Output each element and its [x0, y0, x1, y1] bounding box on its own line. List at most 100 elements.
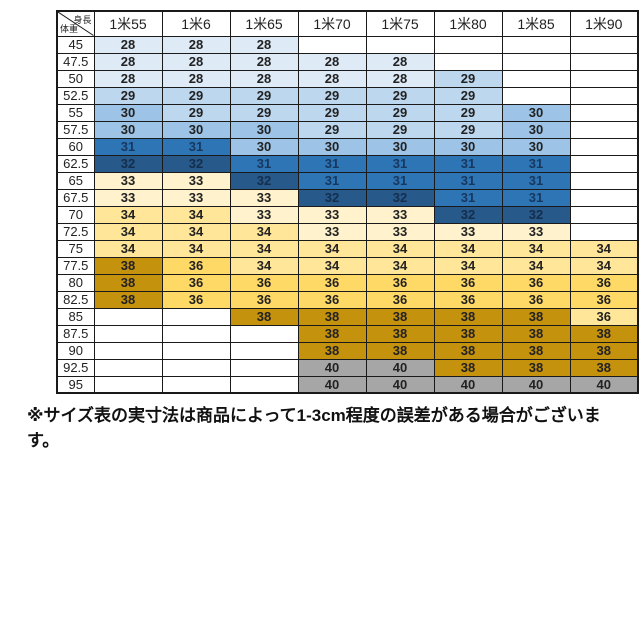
- size-cell: [433, 52, 503, 71]
- weight-row-header: 62.5: [56, 154, 95, 173]
- size-disclaimer-note: ※サイズ表の実寸法は商品によって1-3cm程度の誤差がある場合がございます。: [27, 406, 601, 450]
- size-cell: 28: [229, 52, 299, 71]
- weight-row-header: 80: [56, 273, 95, 292]
- size-cell: [569, 154, 639, 173]
- size-cell: [501, 69, 571, 88]
- size-cell: 32: [93, 154, 163, 173]
- size-cell: [93, 341, 163, 360]
- height-column-header: 1米70: [297, 10, 367, 37]
- weight-row-header: 85: [56, 307, 95, 326]
- size-cell: 31: [365, 171, 435, 190]
- size-cell: 31: [501, 154, 571, 173]
- size-cell: 32: [161, 154, 231, 173]
- size-cell: 30: [297, 137, 367, 156]
- size-cell: [569, 171, 639, 190]
- size-cell: 28: [93, 69, 163, 88]
- size-cell: 33: [297, 205, 367, 224]
- size-cell: [93, 375, 163, 394]
- size-cell: 40: [297, 375, 367, 394]
- size-cell: 38: [501, 307, 571, 326]
- table-row: 80 38 36 36 36 36 36 36 36: [56, 273, 639, 292]
- size-cell: 31: [433, 154, 503, 173]
- table-row: 72.5 34 34 34 33 33 33 33: [56, 222, 639, 241]
- size-cell: 34: [161, 205, 231, 224]
- size-cell: 31: [501, 171, 571, 190]
- size-cell: 36: [229, 290, 299, 309]
- size-cell: 29: [229, 86, 299, 105]
- weight-row-header: 52.5: [56, 86, 95, 105]
- height-column-header: 1米55: [93, 10, 163, 37]
- size-cell: 40: [365, 375, 435, 394]
- size-cell: 33: [501, 222, 571, 241]
- height-column-header: 1米65: [229, 10, 299, 37]
- size-cell: 31: [161, 137, 231, 156]
- size-cell: 34: [501, 239, 571, 258]
- size-cell: 31: [501, 188, 571, 207]
- weight-row-header: 75: [56, 239, 95, 258]
- size-cell: [297, 35, 367, 54]
- table-row: 67.5 33 33 33 32 32 31 31: [56, 188, 639, 207]
- size-cell: 34: [93, 239, 163, 258]
- size-cell: 30: [501, 120, 571, 139]
- size-cell: 33: [229, 188, 299, 207]
- size-cell: [365, 35, 435, 54]
- size-cell: 40: [365, 358, 435, 377]
- size-cell: 33: [93, 171, 163, 190]
- size-cell: 29: [365, 86, 435, 105]
- weight-row-header: 65: [56, 171, 95, 190]
- table-row: 55 30 29 29 29 29 29 30: [56, 103, 639, 122]
- header-row: 身長 体重 1米55 1米6 1米65 1米70 1米75 1米80 1米85 1米90: [56, 10, 639, 37]
- height-column-header: 1米80: [433, 10, 503, 37]
- size-cell: [229, 358, 299, 377]
- size-cell: 33: [229, 205, 299, 224]
- table-row: 87.5 38 38 38 38 38: [56, 324, 639, 343]
- size-cell: [501, 86, 571, 105]
- size-cell: [501, 52, 571, 71]
- table-row: 65 33 33 32 31 31 31 31: [56, 171, 639, 190]
- size-cell: 40: [569, 375, 639, 394]
- size-cell: 30: [365, 137, 435, 156]
- size-cell: [569, 188, 639, 207]
- corner-header-cell: 身長 体重: [56, 10, 95, 37]
- size-cell: 38: [501, 341, 571, 360]
- size-cell: 29: [161, 103, 231, 122]
- size-cell: 40: [297, 358, 367, 377]
- weight-row-header: 87.5: [56, 324, 95, 343]
- size-cell: 38: [569, 341, 639, 360]
- size-cell: 34: [229, 256, 299, 275]
- size-cell: 29: [433, 103, 503, 122]
- size-cell: 29: [365, 103, 435, 122]
- size-cell: 36: [161, 273, 231, 292]
- size-cell: 36: [501, 273, 571, 292]
- size-cell: 36: [433, 290, 503, 309]
- size-cell: 34: [569, 239, 639, 258]
- size-cell: 38: [569, 358, 639, 377]
- size-cell: 28: [229, 35, 299, 54]
- size-cell: 32: [501, 205, 571, 224]
- size-cell: 36: [365, 273, 435, 292]
- weight-row-header: 60: [56, 137, 95, 156]
- table-row: 95 40 40 40 40 40: [56, 375, 639, 394]
- size-cell: 30: [433, 137, 503, 156]
- size-cell: 28: [161, 35, 231, 54]
- size-cell: [229, 324, 299, 343]
- size-cell: [569, 205, 639, 224]
- size-cell: 30: [229, 120, 299, 139]
- size-cell: [161, 358, 231, 377]
- size-cell: 28: [93, 35, 163, 54]
- size-cell: [569, 69, 639, 88]
- size-cell: 40: [433, 375, 503, 394]
- size-cell: [569, 35, 639, 54]
- table-row: 77.5 38 36 34 34 34 34 34 34: [56, 256, 639, 275]
- size-cell: [93, 307, 163, 326]
- size-cell: 34: [161, 222, 231, 241]
- size-cell: 28: [161, 52, 231, 71]
- size-cell: 38: [433, 307, 503, 326]
- size-cell: 33: [161, 171, 231, 190]
- size-cell: 30: [161, 120, 231, 139]
- table-row: 50 28 28 28 28 28 29: [56, 69, 639, 88]
- weight-row-header: 82.5: [56, 290, 95, 309]
- size-cell: [569, 52, 639, 71]
- size-cell: 34: [433, 239, 503, 258]
